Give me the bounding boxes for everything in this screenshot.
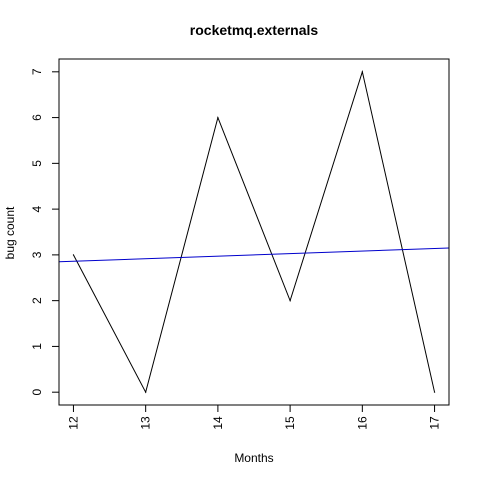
data-point bbox=[217, 116, 219, 119]
x-tick-label: 15 bbox=[283, 416, 297, 430]
data-point bbox=[72, 254, 75, 256]
chart-title: rocketmq.externals bbox=[190, 22, 319, 38]
y-axis-label: bug count bbox=[3, 206, 17, 259]
y-tick-label: 5 bbox=[30, 160, 44, 167]
trend-line bbox=[58, 247, 450, 263]
x-tick-label: 12 bbox=[66, 416, 80, 430]
plot-area bbox=[58, 69, 450, 394]
x-tick-label: 13 bbox=[139, 416, 153, 430]
plot-frame bbox=[58, 58, 450, 406]
x-tick-label: 16 bbox=[355, 416, 369, 430]
x-axis-label: Months bbox=[234, 451, 273, 465]
y-tick-label: 2 bbox=[30, 297, 44, 304]
x-tick-label: 17 bbox=[428, 416, 442, 430]
y-tick-label: 0 bbox=[30, 389, 44, 396]
y-tick-label: 6 bbox=[30, 114, 44, 121]
y-tick-label: 3 bbox=[30, 251, 44, 258]
y-tick-label: 1 bbox=[30, 343, 44, 350]
data-point bbox=[289, 300, 291, 302]
x-tick-label: 14 bbox=[211, 416, 225, 430]
data-point bbox=[145, 391, 147, 393]
y-tick-label: 7 bbox=[30, 68, 44, 75]
data-point bbox=[361, 71, 363, 73]
data-point bbox=[433, 391, 436, 393]
y-axis: 0 1 2 3 4 5 6 7 bbox=[30, 68, 60, 396]
x-axis: 12 13 14 15 16 17 bbox=[66, 404, 442, 430]
series-line bbox=[73, 69, 436, 394]
y-tick-label: 4 bbox=[30, 205, 44, 212]
